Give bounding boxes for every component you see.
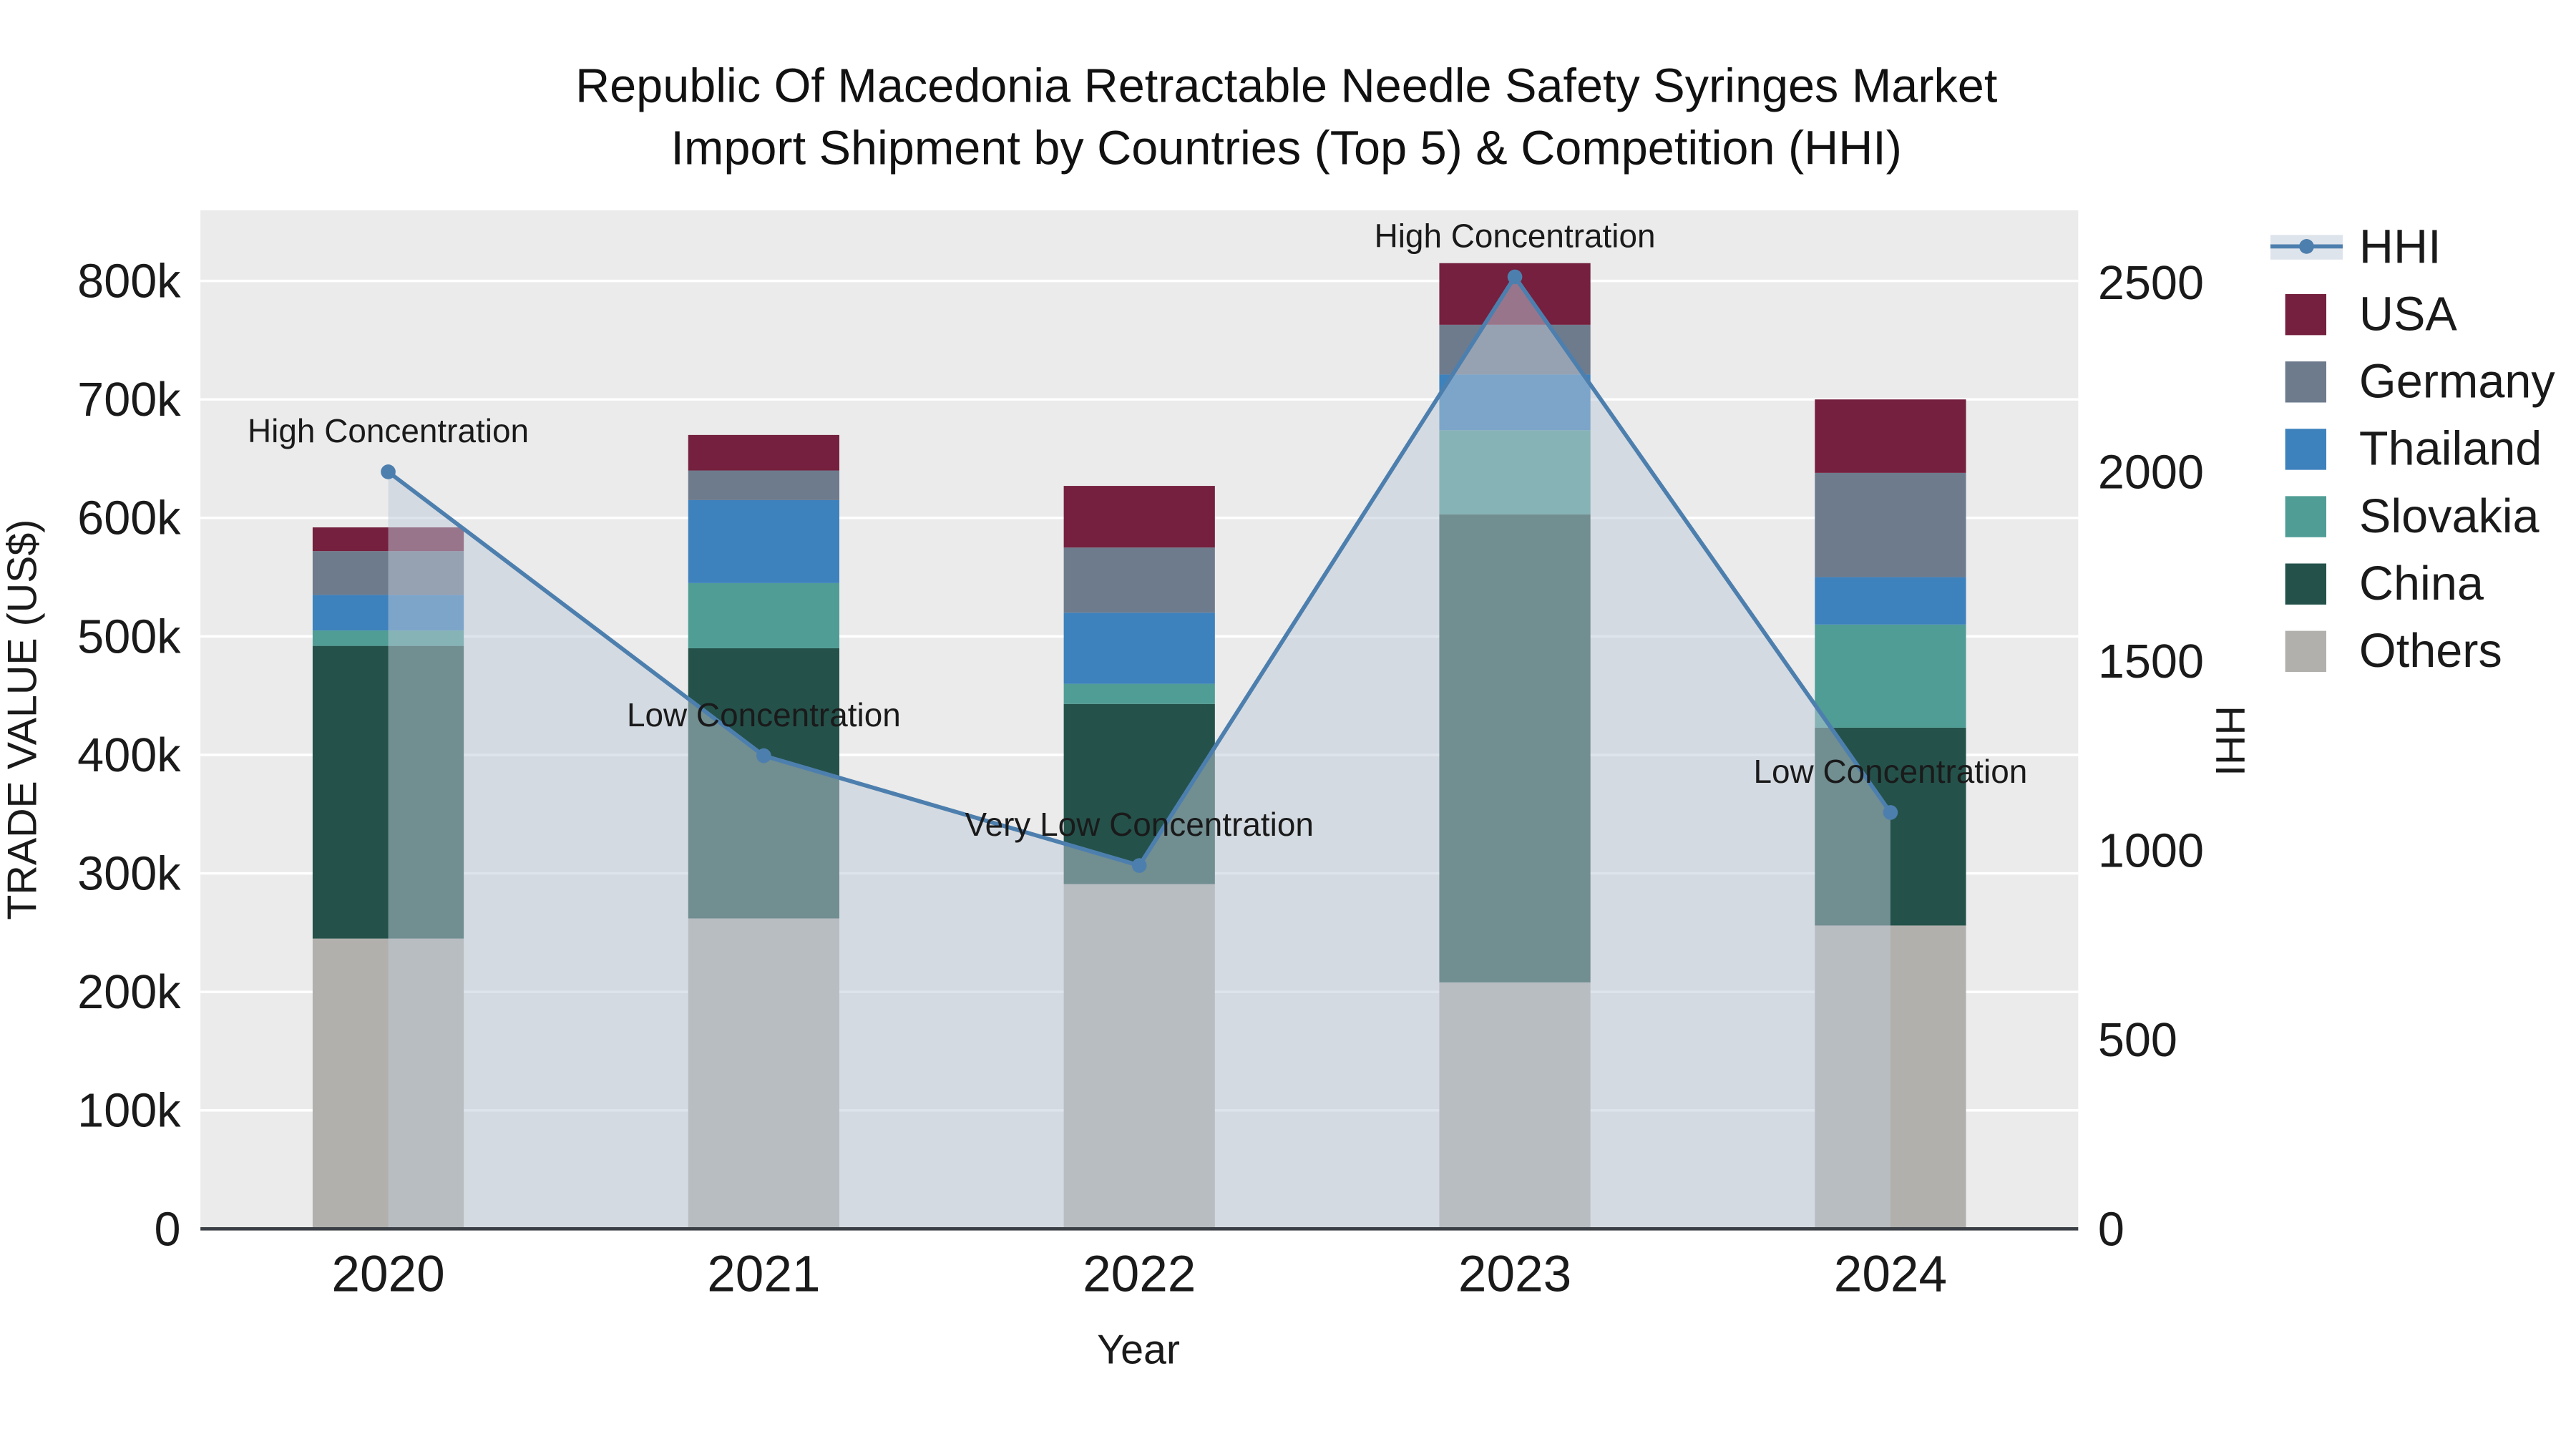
x-tick-label-2022: 2022 bbox=[1083, 1246, 1196, 1303]
right-tick-label: 2000 bbox=[2098, 446, 2204, 499]
x-axis-title: Year bbox=[1097, 1327, 1180, 1373]
legend-swatch-slovakia bbox=[2285, 496, 2327, 537]
annotation: Very Low Concentration bbox=[965, 806, 1314, 843]
left-tick-label: 200k bbox=[77, 966, 181, 1019]
annotation: Low Concentration bbox=[627, 696, 901, 733]
annotation: High Concentration bbox=[248, 412, 529, 449]
left-tick-label: 100k bbox=[77, 1085, 181, 1138]
right-axis-title: HHI bbox=[2207, 706, 2253, 776]
left-axis-ticks: 0 100k 200k 300k 400k 500k 600k 700k 800k bbox=[77, 255, 181, 1257]
right-tick-label: 1000 bbox=[2098, 824, 2204, 877]
left-tick-label: 400k bbox=[77, 729, 181, 782]
legend-swatch-germany bbox=[2285, 361, 2327, 403]
x-axis-ticks: 2020 2021 2022 2023 2024 bbox=[331, 1246, 1947, 1303]
bar-segment-germany-2022[interactable] bbox=[1063, 547, 1215, 613]
legend-item-slovakia[interactable]: Slovakia bbox=[2285, 490, 2540, 543]
bar-segment-usa-2024[interactable] bbox=[1815, 399, 1966, 473]
x-tick-label-2023: 2023 bbox=[1458, 1246, 1571, 1303]
legend-item-thailand[interactable]: Thailand bbox=[2285, 423, 2542, 476]
legend-hhi-marker-sample bbox=[2299, 239, 2314, 254]
legend-swatch-usa bbox=[2285, 293, 2327, 336]
bar-segment-germany-2021[interactable] bbox=[688, 470, 839, 500]
left-tick-label: 600k bbox=[77, 492, 181, 545]
hhi-area-fill bbox=[388, 276, 1890, 1229]
hhi-marker-2023[interactable] bbox=[1507, 269, 1523, 285]
bar-segment-thailand-2022[interactable] bbox=[1063, 613, 1215, 684]
right-tick-label: 2500 bbox=[2098, 257, 2204, 310]
right-tick-label: 1500 bbox=[2098, 635, 2204, 688]
left-tick-label: 0 bbox=[155, 1203, 181, 1256]
chart-title-line1: Republic Of Macedonia Retractable Needle… bbox=[575, 59, 1998, 112]
left-axis-title: TRADE VALUE (US$) bbox=[0, 519, 46, 920]
hhi-marker-2020[interactable] bbox=[381, 464, 396, 479]
right-tick-label: 500 bbox=[2098, 1014, 2177, 1067]
x-tick-label-2020: 2020 bbox=[331, 1246, 444, 1303]
legend-label-slovakia: Slovakia bbox=[2359, 490, 2540, 543]
legend-label-hhi: HHI bbox=[2359, 220, 2441, 273]
bar-segment-thailand-2024[interactable] bbox=[1815, 577, 1966, 625]
legend-label-usa: USA bbox=[2359, 288, 2457, 341]
hhi-marker-2021[interactable] bbox=[756, 748, 771, 763]
legend-item-others[interactable]: Others bbox=[2285, 625, 2502, 678]
legend: HHI USA Germany Thailand Slovakia China Others bbox=[2270, 220, 2555, 678]
hhi-line bbox=[381, 269, 1898, 873]
legend-item-china[interactable]: China bbox=[2285, 557, 2484, 610]
legend-item-germany[interactable]: Germany bbox=[2285, 356, 2556, 409]
bar-segment-usa-2021[interactable] bbox=[688, 434, 839, 471]
right-tick-label: 0 bbox=[2098, 1203, 2124, 1256]
left-tick-label: 800k bbox=[77, 255, 181, 308]
bar-segment-germany-2024[interactable] bbox=[1815, 472, 1966, 577]
legend-item-usa[interactable]: USA bbox=[2285, 288, 2458, 341]
left-tick-label: 700k bbox=[77, 374, 181, 426]
bar-segment-slovakia-2024[interactable] bbox=[1815, 624, 1966, 728]
bar-segment-usa-2022[interactable] bbox=[1063, 486, 1215, 548]
annotations: High Concentration Low Concentration Very … bbox=[248, 218, 2027, 844]
x-tick-label-2021: 2021 bbox=[707, 1246, 820, 1303]
bar-segment-thailand-2021[interactable] bbox=[688, 499, 839, 583]
legend-label-germany: Germany bbox=[2359, 356, 2556, 409]
hhi-area bbox=[388, 276, 1890, 1229]
legend-label-others: Others bbox=[2359, 625, 2502, 678]
legend-label-thailand: Thailand bbox=[2359, 423, 2542, 476]
chart-title-line2: Import Shipment by Countries (Top 5) & C… bbox=[670, 122, 1902, 175]
bar-segment-slovakia-2022[interactable] bbox=[1063, 683, 1215, 704]
legend-swatch-others bbox=[2285, 630, 2327, 673]
legend-label-china: China bbox=[2359, 557, 2484, 610]
legend-swatch-thailand bbox=[2285, 429, 2327, 470]
hhi-marker-2022[interactable] bbox=[1131, 858, 1147, 873]
legend-swatch-china bbox=[2285, 563, 2327, 605]
legend-item-hhi[interactable]: HHI bbox=[2270, 220, 2441, 273]
left-tick-label: 500k bbox=[77, 610, 181, 663]
annotation: High Concentration bbox=[1375, 218, 1656, 255]
bar-segment-slovakia-2021[interactable] bbox=[688, 582, 839, 648]
x-tick-label-2024: 2024 bbox=[1834, 1246, 1947, 1303]
hhi-marker-2024[interactable] bbox=[1883, 805, 1898, 820]
annotation: Low Concentration bbox=[1754, 753, 2028, 790]
right-axis-ticks: 0 500 1000 1500 2000 2500 bbox=[2098, 257, 2204, 1256]
left-tick-label: 300k bbox=[77, 848, 181, 901]
